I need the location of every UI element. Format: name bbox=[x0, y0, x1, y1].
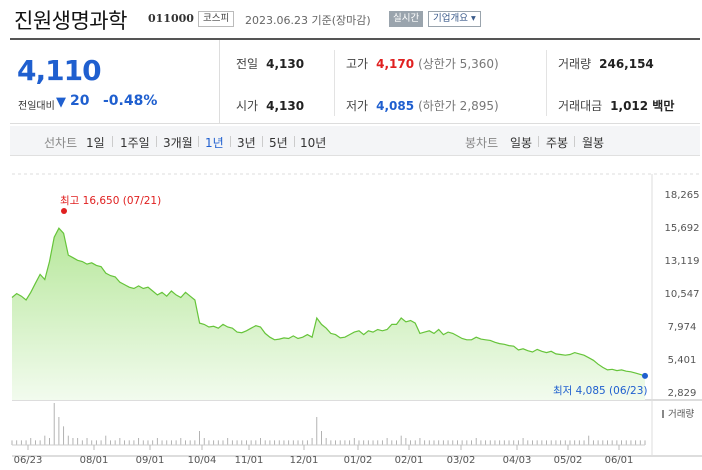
x-tick-label: 09/01 bbox=[136, 455, 165, 466]
volume: 거래량 246,154 bbox=[558, 57, 654, 71]
trade-amount: 거래대금 1,012 백만 bbox=[558, 99, 675, 113]
high-price: 고가 4,170 (상한가 5,360) bbox=[346, 57, 499, 71]
x-tick-label: 10/04 bbox=[188, 455, 217, 466]
volume-legend: 거래량 bbox=[668, 408, 694, 420]
y-tick-label: 13,119 bbox=[665, 256, 700, 267]
y-tick-label: 10,547 bbox=[665, 289, 700, 300]
price-line bbox=[11, 227, 646, 377]
diff-label: 전일대비 bbox=[18, 101, 55, 112]
company-overview-dropdown[interactable]: 기업개요 ▾ bbox=[428, 11, 481, 27]
divider bbox=[334, 50, 335, 116]
diff-percent: -0.48% bbox=[103, 93, 158, 109]
y-tick-label: 2,829 bbox=[668, 388, 697, 399]
x-tick-label: 01/02 bbox=[344, 455, 373, 466]
diff-value: 20 bbox=[70, 93, 90, 109]
divider bbox=[546, 50, 547, 116]
y-tick-label: 18,265 bbox=[665, 190, 700, 201]
market-badge: 코스피 bbox=[198, 11, 235, 27]
y-tick-label: 7,974 bbox=[668, 322, 697, 333]
x-tick-label: 05/02 bbox=[554, 455, 583, 466]
prev-close: 전일 4,130 bbox=[236, 57, 305, 71]
down-arrow-icon: ▼ bbox=[56, 95, 66, 110]
max-label: 최고 16,650 (07/21) bbox=[60, 195, 161, 207]
low-price: 저가 4,085 (하한가 2,895) bbox=[346, 99, 499, 113]
stock-name: 진원생명과학 bbox=[14, 9, 127, 33]
price-area bbox=[12, 228, 645, 400]
header: 진원생명과학 011000 코스피 2023.06.23 기준(장마감) 실시간… bbox=[0, 0, 702, 36]
x-tick-label: 12/01 bbox=[290, 455, 319, 466]
max-marker bbox=[61, 208, 67, 214]
min-label: 최저 4,085 (06/23) bbox=[553, 385, 648, 397]
tab-weekly[interactable]: 주봉 bbox=[546, 136, 569, 150]
tab-3y[interactable]: 3년 bbox=[237, 136, 256, 150]
x-tick-label: 06/01 bbox=[605, 455, 634, 466]
y-tick-label: 15,692 bbox=[665, 223, 700, 234]
open-price: 시가 4,130 bbox=[236, 99, 305, 113]
x-tick-label: 08/01 bbox=[80, 455, 109, 466]
y-tick-label: 5,401 bbox=[668, 355, 697, 366]
tab-monthly[interactable]: 월봉 bbox=[582, 136, 605, 150]
volume-legend-icon bbox=[662, 410, 664, 418]
tab-3m[interactable]: 3개월 bbox=[163, 136, 193, 150]
tab-daily[interactable]: 일봉 bbox=[510, 136, 533, 150]
tab-10y[interactable]: 10년 bbox=[300, 136, 327, 150]
current-price: 4,110 bbox=[17, 54, 102, 87]
stock-code: 011000 bbox=[148, 12, 194, 25]
date-text: 2023.06.23 기준(장마감) bbox=[245, 14, 371, 27]
price-column: 4,110 전일대비 ▼ 20 -0.48% bbox=[10, 40, 220, 124]
x-tick-label: 02/01 bbox=[395, 455, 424, 466]
price-info-box: 4,110 전일대비 ▼ 20 -0.48% 전일 4,130 고가 4,170 (상… bbox=[10, 38, 700, 124]
chart-tabbar: 선차트 1일 1주일 3개월 1년 3년 5년 10년 봉차트 일봉 주봉 월봉 bbox=[10, 126, 700, 156]
x-tick-label: 06/23 bbox=[14, 455, 43, 466]
x-tick-label: 04/03 bbox=[503, 455, 532, 466]
realtime-button[interactable]: 실시간 bbox=[389, 11, 424, 27]
min-marker bbox=[642, 372, 648, 379]
x-tick-label: 03/02 bbox=[447, 455, 476, 466]
tab-5y[interactable]: 5년 bbox=[269, 136, 288, 150]
price-chart: 18,26515,69213,11910,5477,9745,4012,829 … bbox=[11, 173, 702, 466]
tab-1y[interactable]: 1년 bbox=[205, 136, 224, 150]
x-tick-label: 11/01 bbox=[235, 455, 264, 466]
tab-1d[interactable]: 1일 bbox=[86, 136, 105, 150]
tab-1w[interactable]: 1주일 bbox=[120, 136, 150, 150]
line-chart-label: 선차트 bbox=[44, 136, 78, 150]
candle-chart-label: 봉차트 bbox=[465, 136, 499, 150]
